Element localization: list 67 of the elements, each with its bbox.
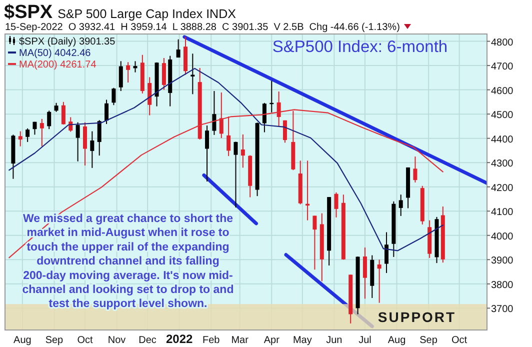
candlestick (398, 194, 403, 216)
y-tick-label: 4100 (491, 207, 514, 218)
y-tick-label: 4200 (491, 182, 514, 194)
x-tick-label: Oct (77, 335, 93, 346)
candlestick (212, 90, 216, 136)
chart-subtitle: 15-Sep-2022 O 3932.41 H 3959.14 L 3888.28 C 3901.35 V 2.5B Chg -44.66 (-1.13%) (5, 22, 400, 33)
candlestick (40, 118, 44, 147)
legend-label: MA(200) 4261.74 (19, 60, 97, 70)
candlestick (82, 122, 87, 166)
candlestick (61, 101, 66, 125)
x-tick-label: Nov (108, 335, 126, 346)
x-tick-label: Mar (231, 335, 250, 346)
candlestick (334, 192, 338, 218)
legend-label: $SPX (Daily) 3901.35 (19, 36, 116, 48)
candlestick (226, 116, 231, 157)
candlestick (240, 134, 245, 168)
y-tick-label: 4000 (491, 231, 514, 242)
y-tick-label: 4500 (491, 110, 514, 122)
band-label: SUPPORT (378, 309, 456, 326)
candlestick (384, 232, 388, 274)
candlestick (26, 128, 30, 142)
y-tick-label: 3900 (491, 256, 514, 267)
candlestick (377, 259, 382, 304)
candlestick (162, 58, 166, 90)
candlestick (413, 156, 418, 183)
candlestick (18, 130, 22, 147)
candlestick (104, 99, 109, 125)
candlestick (76, 122, 80, 162)
x-tick-label: Dec (138, 335, 156, 346)
x-tick-label: Sep (45, 335, 64, 346)
candlestick (176, 38, 180, 58)
x-tick-label: Feb (202, 335, 220, 346)
candlestick (97, 120, 102, 156)
candlestick (90, 130, 94, 168)
y-tick-label: 4800 (491, 37, 514, 48)
candlestick (118, 60, 123, 92)
candlestick (126, 62, 130, 84)
annotation: S&P500 Index: 6-month (272, 38, 448, 56)
candlestick (219, 92, 224, 139)
x-tick-label: Aug (388, 335, 406, 346)
candlestick (112, 87, 116, 106)
y-tick-label: 4300 (491, 158, 514, 170)
candlestick (262, 102, 266, 133)
y-tick-label: 3800 (491, 280, 514, 291)
candlestick (312, 215, 317, 270)
candlestick (362, 247, 367, 300)
y-tick-label: 4400 (491, 134, 514, 146)
candlestick (148, 76, 152, 116)
candlestick (47, 110, 52, 130)
x-tick-label: Jun (326, 335, 342, 346)
candlestick (133, 60, 138, 73)
y-tick-label: 3700 (491, 304, 514, 316)
legend-label: MA(50) 4042.46 (19, 48, 92, 59)
y-tick-label: 4600 (491, 86, 514, 97)
chart-title: $SPX S&P 500 Large Cap Index INDX (4, 2, 237, 23)
candlestick (276, 91, 281, 126)
x-tick-label: Oct (452, 335, 468, 346)
x-tick-label: 2022 (166, 332, 194, 346)
x-tick-label: Jul (358, 335, 372, 346)
x-tick-label: Aug (14, 335, 32, 346)
candlestick (32, 121, 37, 136)
x-tick-label: May (292, 335, 312, 346)
y-tick-label: 4700 (491, 62, 514, 73)
candlestick (205, 124, 210, 182)
x-tick-label: Sep (420, 335, 438, 346)
x-tick-label: Apr (264, 335, 280, 346)
candlestick (234, 141, 238, 208)
